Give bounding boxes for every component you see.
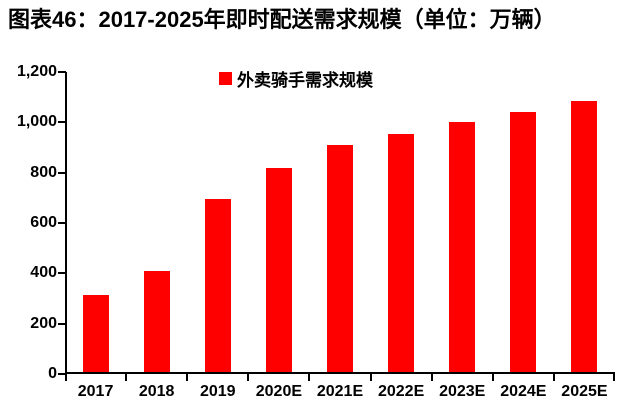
x-tick-mark xyxy=(370,374,372,381)
y-tick-label: 1,000 xyxy=(16,113,57,131)
bar-2020E xyxy=(265,167,292,372)
x-tick-label: 2022E xyxy=(377,383,425,400)
x-tick-mark xyxy=(65,374,67,381)
x-tick-mark xyxy=(613,374,615,381)
y-tick-mark xyxy=(58,272,66,275)
y-tick-label: 400 xyxy=(30,264,57,282)
y-tick-label: 600 xyxy=(30,214,57,231)
y-tick-label: 200 xyxy=(30,314,57,332)
bar-2024E xyxy=(510,112,537,372)
legend-color-swatch xyxy=(219,72,232,85)
y-tick-label: 0 xyxy=(48,365,57,382)
y-tick-mark xyxy=(58,121,66,124)
bar-2021E xyxy=(327,144,353,372)
y-axis-line xyxy=(65,72,67,374)
x-tick-label: 2020E xyxy=(255,383,303,400)
chart-legend: 外卖骑手需求规模 xyxy=(219,66,373,91)
plot-area: 0 200 400 600 800 1,000 1,200 2017 2018 2019 2020E… xyxy=(17,63,615,400)
x-tick-mark xyxy=(431,374,433,381)
x-axis-line xyxy=(65,372,615,374)
y-tick-mark xyxy=(58,322,66,325)
figure-title: 图表46：2017-2025年即时配送需求规模（单位：万辆） xyxy=(8,7,556,32)
bar-2022E xyxy=(388,133,415,372)
x-tick-label: 2021E xyxy=(316,383,364,400)
x-tick-mark xyxy=(247,374,249,381)
x-tick-label: 2017 xyxy=(77,383,114,400)
x-tick-mark xyxy=(186,374,188,381)
x-tick-label: 2018 xyxy=(138,383,175,400)
x-tick-label: 2025E xyxy=(561,383,608,400)
y-tick-mark xyxy=(58,71,66,73)
x-tick-mark xyxy=(308,374,310,381)
x-tick-mark xyxy=(492,374,494,381)
x-tick-label: 2023E xyxy=(439,383,486,400)
bar-2018 xyxy=(143,270,170,372)
legend-label: 外卖骑手需求规模 xyxy=(237,71,373,90)
y-tick-label: 1,200 xyxy=(16,63,57,80)
y-tick-mark xyxy=(58,373,66,375)
x-tick-mark xyxy=(125,374,127,381)
x-tick-label: 2024E xyxy=(500,383,547,400)
bar-2025E xyxy=(571,100,598,372)
y-tick-label: 800 xyxy=(30,163,57,181)
x-tick-label: 2019 xyxy=(199,383,236,400)
bar-2019 xyxy=(204,199,231,372)
y-tick-mark xyxy=(58,222,66,224)
y-tick-mark xyxy=(58,171,66,174)
bar-2017 xyxy=(82,294,109,372)
bar-2023E xyxy=(449,122,476,372)
x-tick-mark xyxy=(553,374,555,381)
